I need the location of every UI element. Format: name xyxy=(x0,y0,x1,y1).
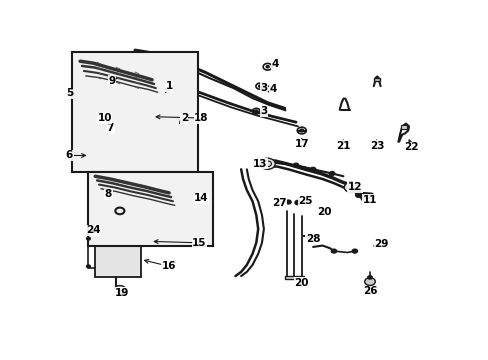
Circle shape xyxy=(299,129,303,132)
Text: 25: 25 xyxy=(298,196,312,206)
Text: 16: 16 xyxy=(162,261,176,271)
Circle shape xyxy=(178,95,183,99)
Text: 21: 21 xyxy=(336,141,350,151)
Circle shape xyxy=(310,167,315,171)
Text: 9: 9 xyxy=(108,76,116,86)
Text: 2: 2 xyxy=(180,113,187,123)
Circle shape xyxy=(163,86,168,90)
Text: 22: 22 xyxy=(404,142,418,152)
Text: 20: 20 xyxy=(317,207,331,217)
Text: 15: 15 xyxy=(192,238,206,248)
Text: 3: 3 xyxy=(260,106,267,116)
Text: 29: 29 xyxy=(373,239,388,249)
Text: 12: 12 xyxy=(347,183,361,192)
Circle shape xyxy=(367,276,371,279)
Text: 24: 24 xyxy=(86,225,101,235)
Text: 10: 10 xyxy=(97,113,112,123)
Text: 7: 7 xyxy=(106,123,114,133)
Circle shape xyxy=(260,158,275,169)
Circle shape xyxy=(285,200,290,204)
Circle shape xyxy=(331,249,336,253)
Bar xyxy=(401,125,407,129)
Text: 20: 20 xyxy=(294,278,308,288)
Circle shape xyxy=(178,109,183,113)
Ellipse shape xyxy=(131,210,146,215)
Circle shape xyxy=(163,73,168,77)
Circle shape xyxy=(305,235,312,239)
Text: 23: 23 xyxy=(369,141,384,151)
Bar xyxy=(95,229,141,278)
Circle shape xyxy=(86,265,90,268)
Circle shape xyxy=(364,278,374,285)
Text: 18: 18 xyxy=(194,113,208,123)
Bar xyxy=(163,192,189,203)
Circle shape xyxy=(368,194,374,199)
Text: 27: 27 xyxy=(271,198,286,208)
Circle shape xyxy=(121,291,126,294)
Circle shape xyxy=(265,66,268,68)
Text: 6: 6 xyxy=(66,150,73,161)
Bar xyxy=(72,51,197,172)
Circle shape xyxy=(117,291,122,294)
Ellipse shape xyxy=(185,192,194,203)
Text: 17: 17 xyxy=(294,139,308,149)
Text: 14: 14 xyxy=(194,193,208,203)
Circle shape xyxy=(344,183,357,192)
Circle shape xyxy=(86,237,90,240)
Text: 26: 26 xyxy=(362,286,376,296)
Circle shape xyxy=(355,193,361,197)
Circle shape xyxy=(162,194,168,199)
Ellipse shape xyxy=(160,192,192,203)
Bar xyxy=(373,78,380,81)
Text: 5: 5 xyxy=(66,88,73,98)
Circle shape xyxy=(329,172,334,175)
Circle shape xyxy=(351,249,357,253)
Text: 19: 19 xyxy=(114,288,129,298)
Circle shape xyxy=(254,110,257,112)
Bar xyxy=(87,172,212,246)
Circle shape xyxy=(258,85,261,87)
Circle shape xyxy=(294,201,301,205)
Text: 13: 13 xyxy=(252,159,267,169)
Bar xyxy=(284,276,304,279)
Text: 3: 3 xyxy=(260,82,267,93)
Text: 28: 28 xyxy=(305,234,320,244)
Circle shape xyxy=(92,228,97,232)
Text: 11: 11 xyxy=(362,195,376,205)
Circle shape xyxy=(293,163,298,167)
Ellipse shape xyxy=(115,285,124,290)
Text: 4: 4 xyxy=(271,59,278,69)
Text: 1: 1 xyxy=(165,81,172,91)
Text: 8: 8 xyxy=(104,189,112,199)
Text: 4: 4 xyxy=(269,84,277,94)
